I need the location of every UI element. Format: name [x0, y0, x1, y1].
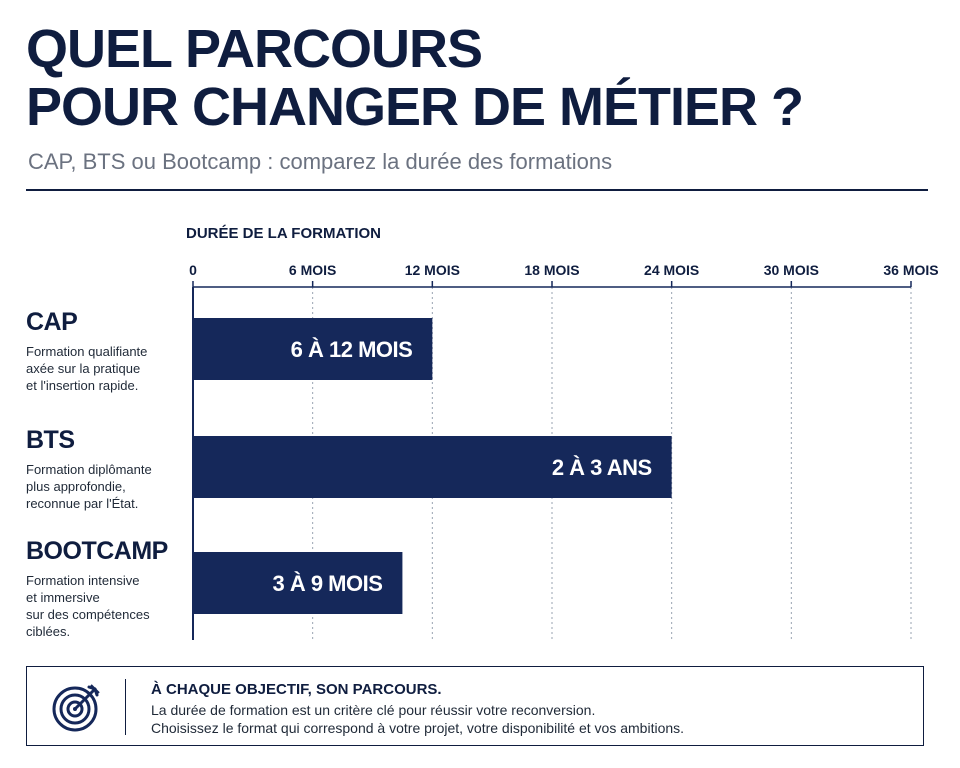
category-cap: CAP Formation qualifiante axée sur la pr… [26, 308, 186, 394]
category-description: Formation diplômante plus approfondie, r… [26, 462, 152, 511]
category-name: CAP [26, 308, 78, 336]
bar-label: 2 À 3 ANS [552, 455, 652, 480]
duration-chart: 0 6 MOIS 12 MOIS 18 MOIS 24 MOIS 30 MOIS 36 MO… [189, 262, 939, 640]
bar-bts [193, 436, 672, 498]
bar-bootcamp [193, 552, 403, 614]
category-bootcamp: BOOTCAMP Formation intensive et immersiv… [26, 537, 186, 640]
header-divider [26, 189, 928, 191]
footer-line-1: La durée de formation est un critère clé… [151, 702, 596, 718]
x-tick-label: 18 MOIS [524, 262, 579, 278]
footer-title: À CHAQUE OBJECTIF, SON PARCOURS. [151, 681, 442, 698]
axis-title: DURÉE DE LA FORMATION [186, 225, 381, 242]
x-tick-label: 30 MOIS [764, 262, 819, 278]
page-subtitle: CAP, BTS ou Bootcamp : comparez la durée… [28, 149, 613, 174]
footer-divider [125, 679, 126, 735]
category-description: Formation intensive et immersive sur des… [26, 573, 150, 639]
bar-label: 3 À 9 MOIS [272, 571, 382, 596]
category-description: Formation qualifiante axée sur la pratiq… [26, 344, 148, 393]
x-tick-label: 36 MOIS [883, 262, 938, 278]
page-title: QUEL PARCOURS POUR CHANGER DE MÉTIER ? [26, 19, 804, 137]
category-name: BTS [26, 426, 75, 454]
category-bts: BTS Formation diplômante plus approfondi… [26, 426, 186, 512]
title-line-1: QUEL PARCOURS [26, 19, 483, 79]
bar-label: 6 À 12 MOIS [291, 337, 413, 362]
target-icon [52, 684, 100, 732]
footer-callout: À CHAQUE OBJECTIF, SON PARCOURS. La duré… [26, 666, 924, 746]
x-tick-label: 12 MOIS [405, 262, 460, 278]
x-tick-label: 24 MOIS [644, 262, 699, 278]
title-line-2: POUR CHANGER DE MÉTIER ? [26, 77, 804, 137]
footer-line-2: Choisissez le format qui correspond à vo… [151, 720, 685, 736]
x-tick-label: 6 MOIS [289, 262, 336, 278]
category-name: BOOTCAMP [26, 537, 168, 565]
x-tick-label: 0 [189, 262, 197, 278]
bar-cap [193, 318, 433, 380]
